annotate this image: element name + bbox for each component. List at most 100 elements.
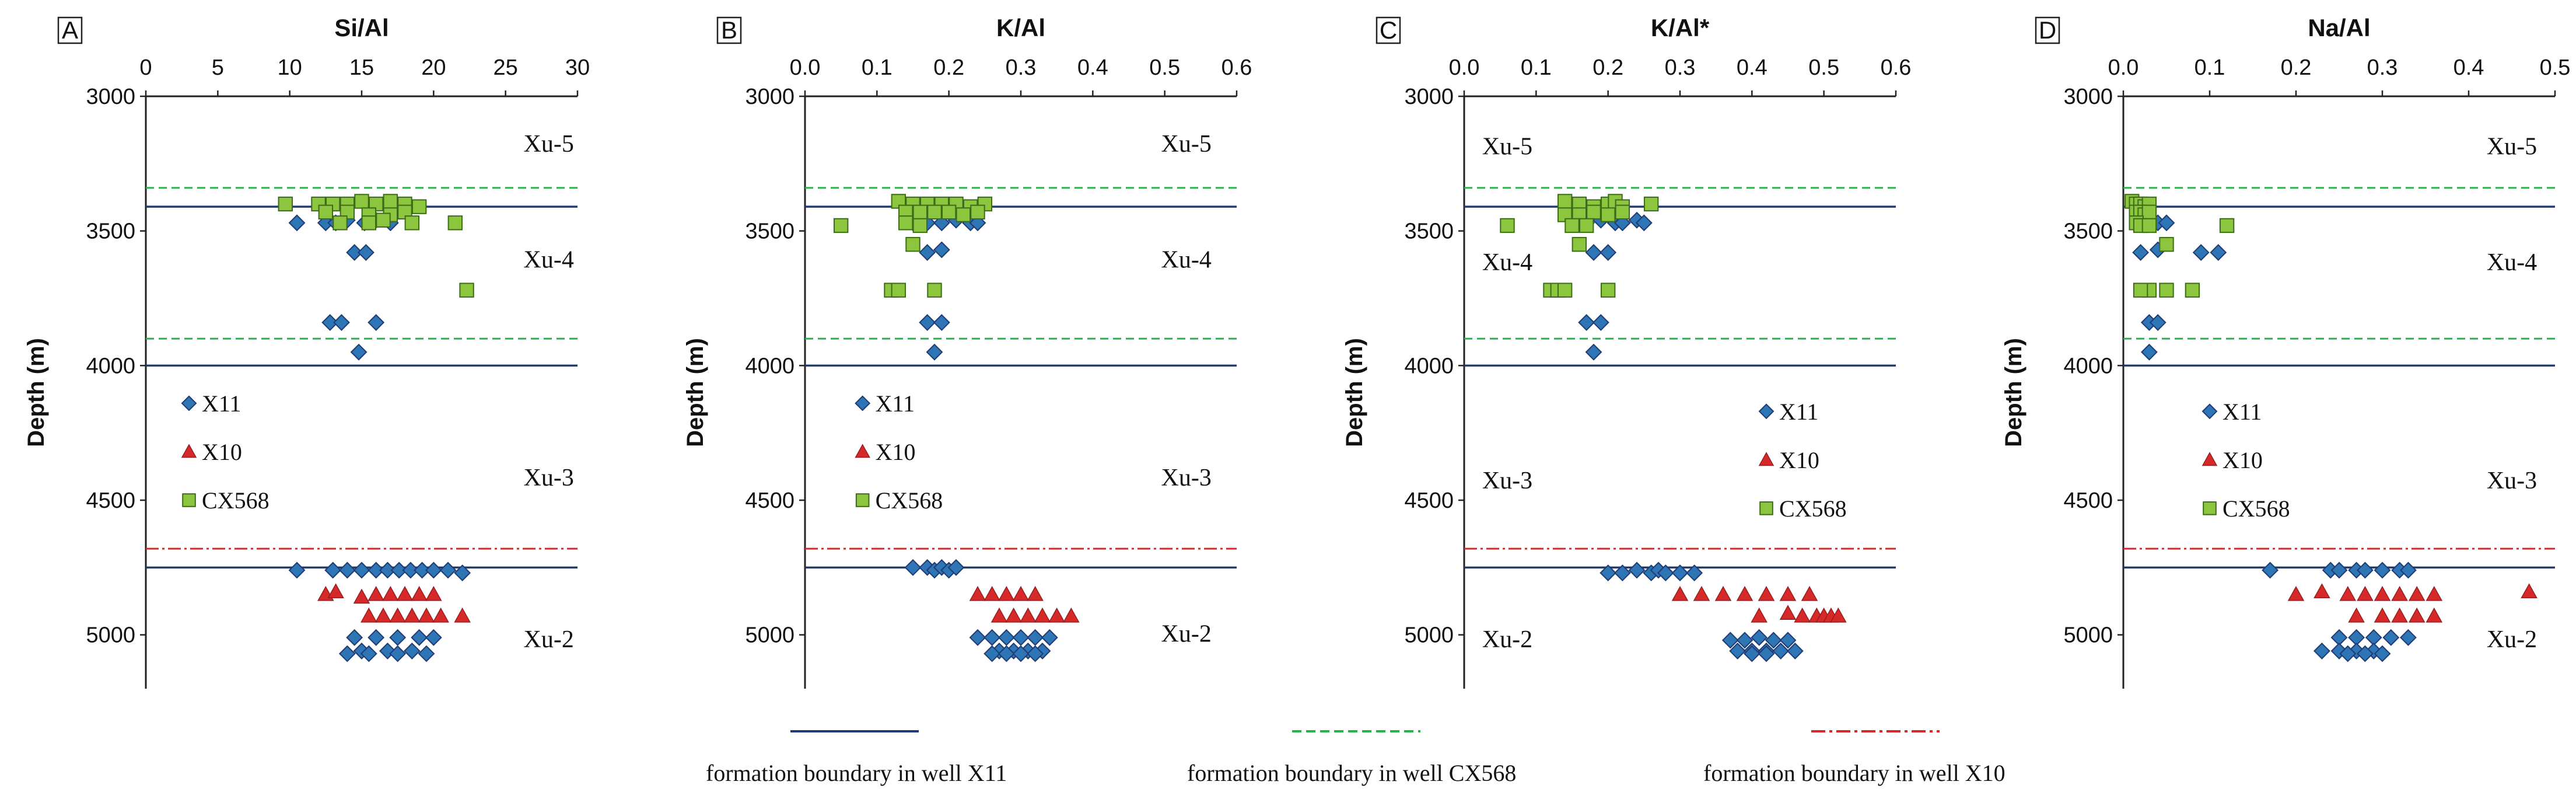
panels-group: A Si/Al 0 5 10 15 20 25 30 3000 3500 4000 4500 5000 De… xyxy=(23,14,2570,689)
point-cx568 xyxy=(2141,204,2157,220)
x-tick-label: 0.3 xyxy=(1006,55,1037,80)
point-cx568 xyxy=(447,215,463,231)
point-x11 xyxy=(1600,564,1617,582)
point-cx568 xyxy=(1557,194,1573,209)
point-cx568 xyxy=(941,204,957,220)
point-x11 xyxy=(425,629,442,646)
point-x10 xyxy=(1758,585,1775,601)
point-x11 xyxy=(2339,645,2357,662)
point-x11 xyxy=(1012,645,1030,662)
point-x10 xyxy=(368,585,384,601)
x-tick-label: 0.6 xyxy=(1881,55,1912,80)
x-tick-label: 0.2 xyxy=(1592,55,1623,80)
y-tick-label: 4500 xyxy=(745,489,794,513)
point-x10 xyxy=(2408,607,2426,623)
point-x10 xyxy=(1063,607,1080,623)
point-x10 xyxy=(969,585,986,601)
panel-letter: C xyxy=(1380,16,1397,44)
legend-marker-x10 xyxy=(855,444,870,458)
series-legend: X11 X10 CX568 xyxy=(2202,399,2290,522)
point-x11 xyxy=(1585,343,1602,361)
panel-d: D Na/Al 0.0 0.1 0.2 0.3 0.4 0.5 3000 3500 4000 4500… xyxy=(2001,14,2570,689)
x-tick-label: 0.2 xyxy=(2281,55,2312,80)
point-x11 xyxy=(984,645,1001,662)
point-x11 xyxy=(338,561,356,579)
y-tick-label: 3500 xyxy=(2063,219,2113,244)
panel-letter-box: B xyxy=(716,16,742,44)
y-axis-label: Depth (m) xyxy=(2001,338,2027,447)
point-x10 xyxy=(389,607,406,623)
y-tick-label: 3000 xyxy=(745,85,794,109)
point-x11 xyxy=(360,645,377,662)
point-cx568 xyxy=(383,194,398,209)
legend-label-x10: X10 xyxy=(2222,447,2263,473)
point-x10 xyxy=(1714,585,1732,601)
point-x10 xyxy=(1736,585,1754,601)
legend-label-cx568: CX568 xyxy=(1779,496,1847,522)
point-x11 xyxy=(1027,629,1044,646)
point-cx568 xyxy=(1600,282,1616,298)
x-tick-label: 0 xyxy=(139,55,152,80)
point-x11 xyxy=(1772,642,1790,660)
x-tick-label: 0.2 xyxy=(933,55,964,80)
point-cx568 xyxy=(833,218,849,233)
point-x10 xyxy=(1012,585,1030,601)
point-x11 xyxy=(402,561,419,579)
point-x11 xyxy=(933,314,950,331)
point-x11 xyxy=(998,629,1015,646)
point-x11 xyxy=(2140,343,2158,361)
point-x10 xyxy=(2391,607,2408,623)
panel-letter-frame xyxy=(716,16,742,44)
x-tick-label: 0.4 xyxy=(2454,55,2484,80)
point-x11 xyxy=(2149,314,2166,331)
y-tick-label: 4000 xyxy=(1404,354,1454,378)
point-cx568 xyxy=(2141,218,2157,233)
y-tick-label: 3000 xyxy=(86,85,135,109)
point-x10 xyxy=(998,585,1015,601)
point-x10 xyxy=(374,607,392,623)
point-x11 xyxy=(379,561,396,579)
legend-marker-x11 xyxy=(2202,403,2218,420)
legend-text-cx568: formation boundary in well CX568 xyxy=(1187,760,1516,786)
x-tick-label: 0.5 xyxy=(1808,55,1839,80)
point-x11 xyxy=(350,343,368,361)
point-x10 xyxy=(411,585,428,601)
x-tick-label: 15 xyxy=(349,55,374,80)
x-tick-label: 20 xyxy=(421,55,446,80)
y-tick-label: 4000 xyxy=(2063,354,2113,378)
point-x11 xyxy=(425,561,442,579)
formation-label-xu-3: Xu-3 xyxy=(1482,467,1532,494)
point-cx568 xyxy=(905,237,921,252)
point-x11 xyxy=(904,559,922,576)
formation-label-xu-4: Xu-4 xyxy=(2487,249,2537,276)
point-x11 xyxy=(1012,629,1030,646)
point-cx568 xyxy=(1615,204,1630,220)
point-x10 xyxy=(396,585,414,601)
point-cx568 xyxy=(927,204,942,220)
point-x10 xyxy=(2287,585,2305,601)
point-cx568 xyxy=(404,215,420,231)
point-x11 xyxy=(1657,564,1674,582)
x-tick-label: 30 xyxy=(565,55,590,80)
x-tick-label: 25 xyxy=(494,55,518,80)
point-cx568 xyxy=(361,215,377,231)
point-x10 xyxy=(1020,607,1037,623)
point-x11 xyxy=(338,645,356,662)
x-tick-label: 0.5 xyxy=(2540,55,2571,80)
point-x10 xyxy=(2521,583,2538,599)
point-x11 xyxy=(984,629,1001,646)
legend-label-cx568: CX568 xyxy=(2222,496,2290,522)
legend-marker-x10 xyxy=(1758,452,1774,466)
point-x11 xyxy=(2356,561,2374,579)
point-x11 xyxy=(324,561,342,579)
x-tick-label: 10 xyxy=(278,55,302,80)
legend-marker-x10 xyxy=(181,444,197,458)
point-x11 xyxy=(926,343,943,361)
y-tick-label: 4500 xyxy=(2063,489,2113,513)
y-axis-label: Depth (m) xyxy=(1342,338,1367,447)
point-x11 xyxy=(2374,561,2391,579)
point-cx568 xyxy=(1557,282,1573,298)
point-x10 xyxy=(1671,585,1689,601)
x-tick-label: 0.0 xyxy=(790,55,821,80)
formation-label-xu-4: Xu-4 xyxy=(1482,249,1532,276)
